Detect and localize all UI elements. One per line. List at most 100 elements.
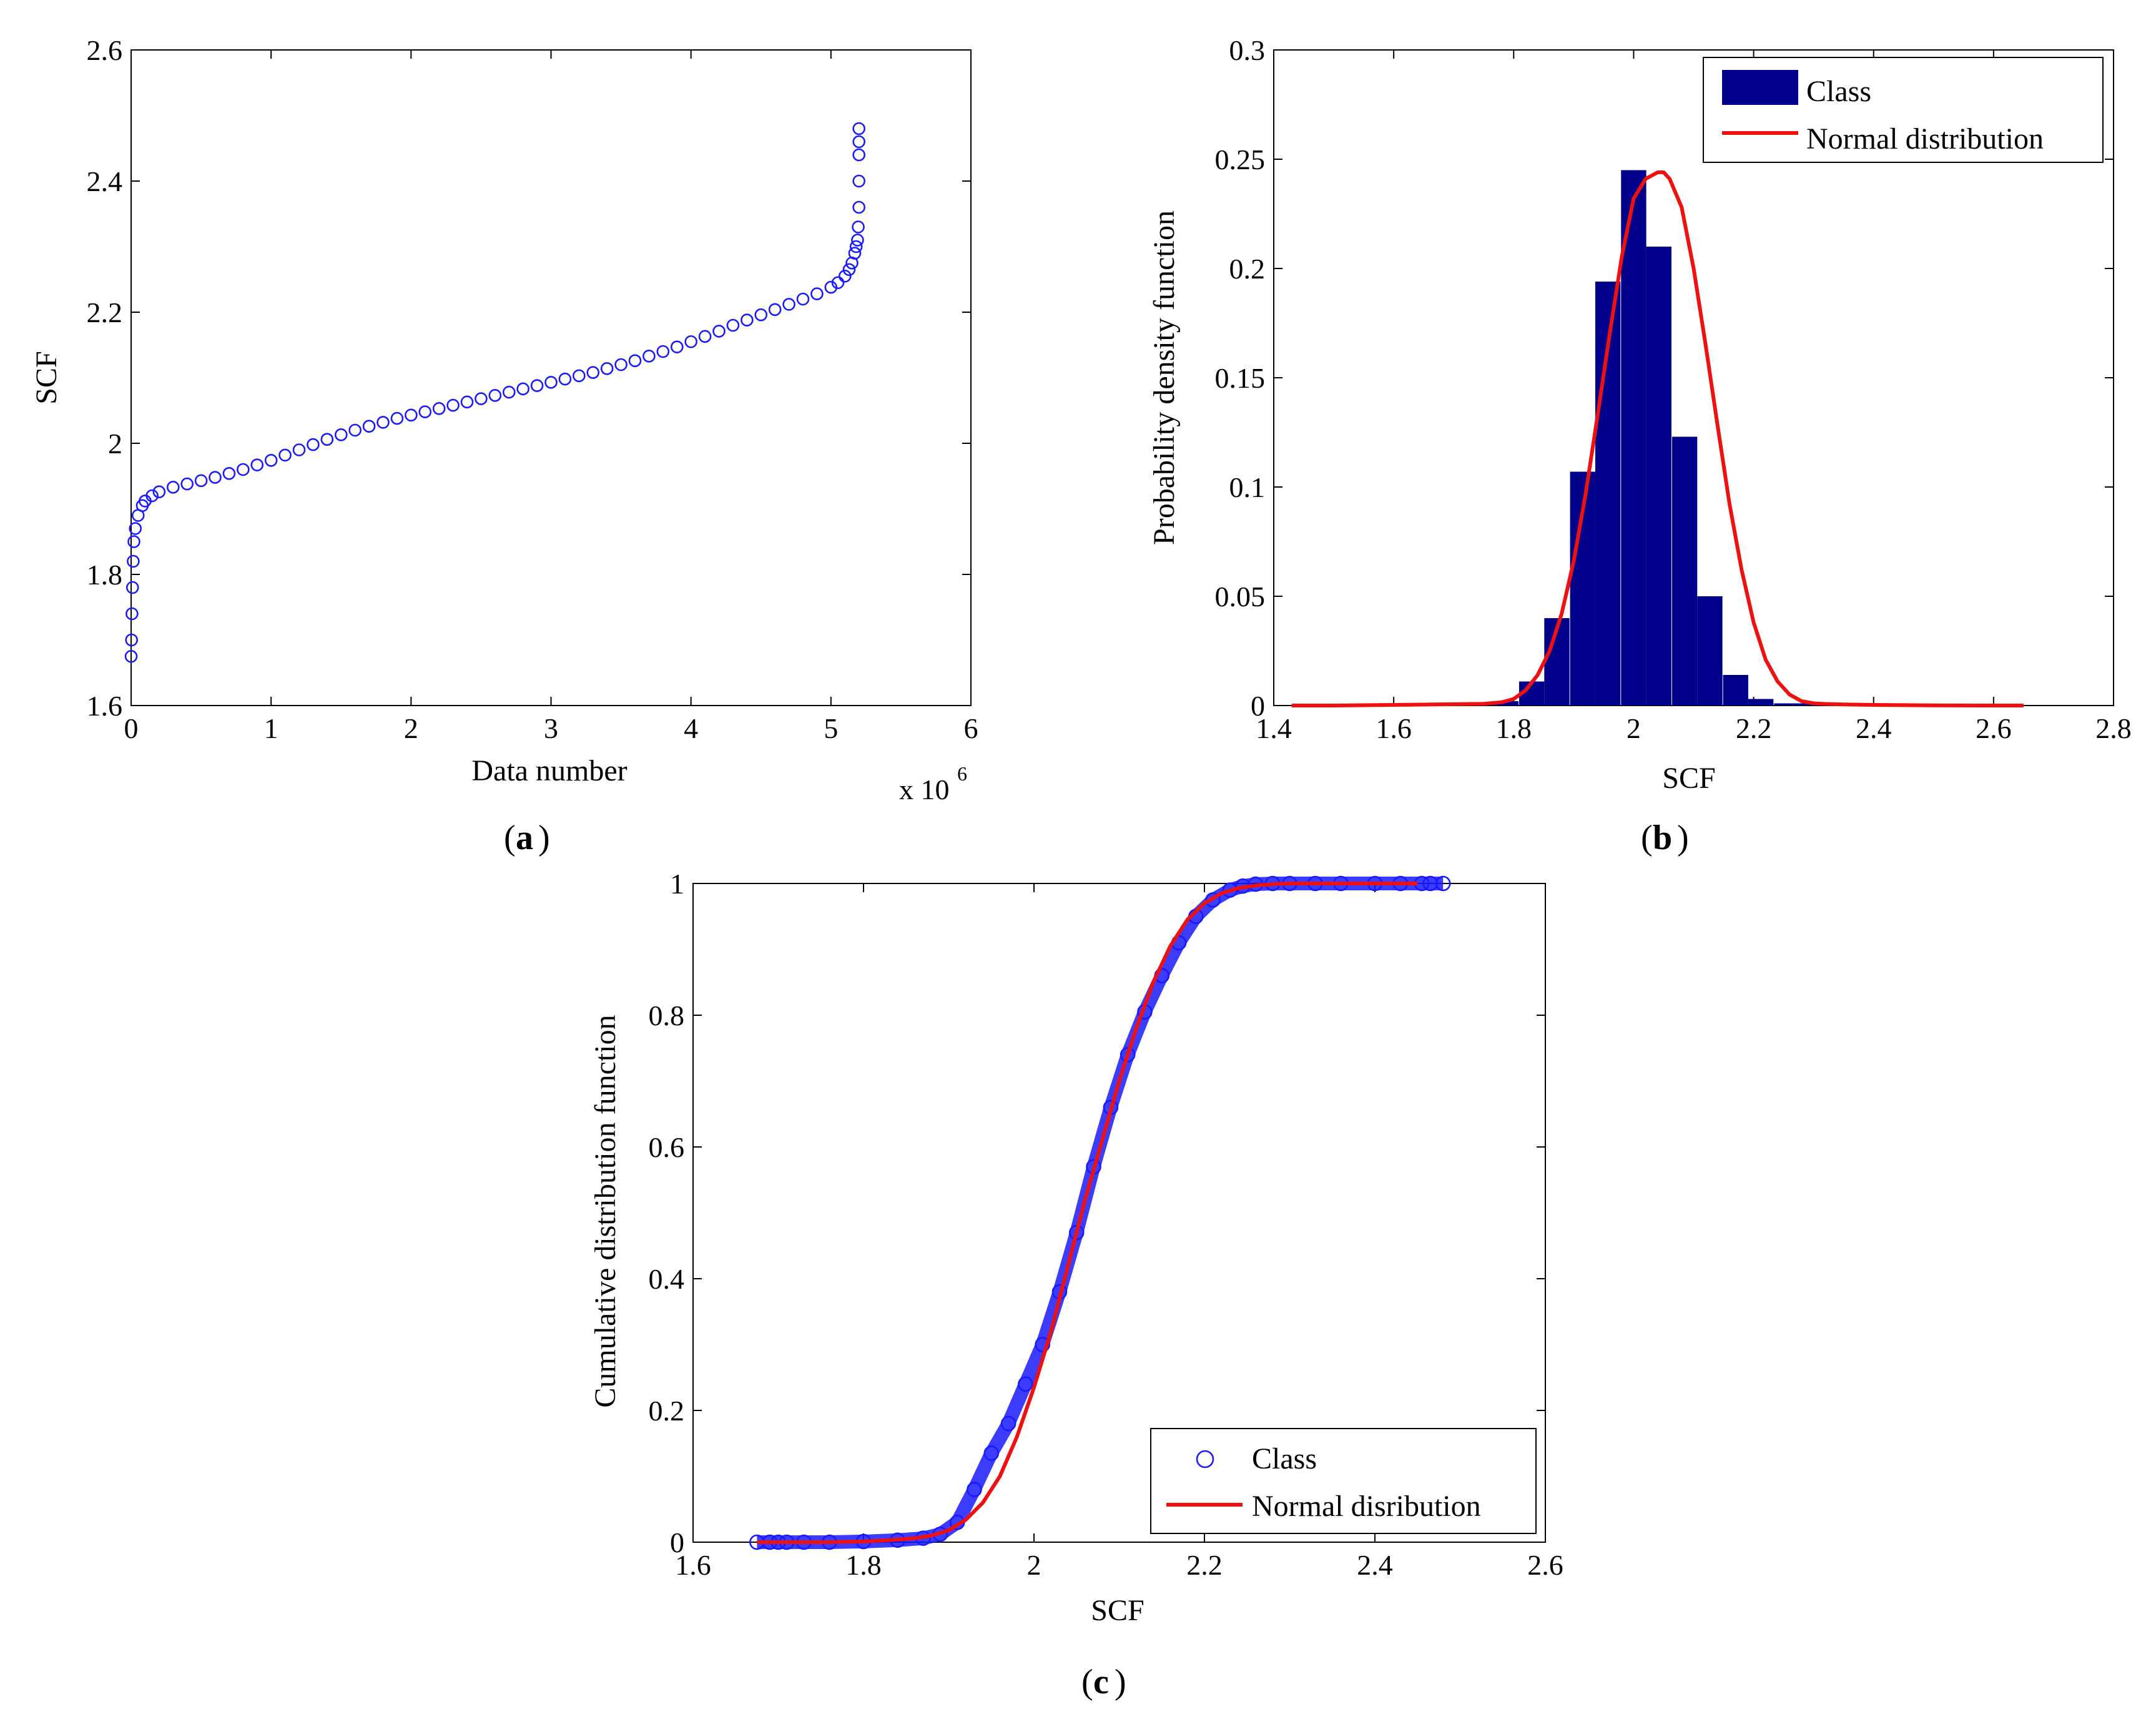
data-point xyxy=(125,633,138,647)
data-point xyxy=(124,649,138,663)
data-point xyxy=(362,420,376,433)
y-tick-label: 2.6 xyxy=(87,34,123,66)
panel-b-caption-close: ) xyxy=(1677,819,1689,857)
data-point xyxy=(129,522,142,535)
x-multiplier: x 10 xyxy=(899,774,950,805)
panel-a-caption-close: ) xyxy=(538,819,550,857)
panel-b-caption-letter: b xyxy=(1653,819,1672,857)
y-axis-label: SCF xyxy=(30,351,63,404)
y-tick-label: 0.3 xyxy=(1229,34,1266,66)
data-point xyxy=(126,607,139,621)
panel-c: 1.6 1.8 2 2.2 2.4 2.6 0 0.2 0.4 0.6 0.8 1 SCF Cumulat… xyxy=(589,868,1563,1627)
histogram-bar xyxy=(1723,675,1748,706)
x-tick-label: 1.8 xyxy=(845,1549,882,1581)
x-tick-label: 2 xyxy=(1027,1549,1041,1581)
legend-marker-swatch xyxy=(1196,1450,1214,1469)
legend-label-class: Class xyxy=(1806,75,1871,108)
y-tick-label: 0.25 xyxy=(1215,144,1266,175)
legend: Class Normal disribution xyxy=(1150,1428,1537,1534)
data-point xyxy=(851,234,864,247)
x-tick-label: 2.8 xyxy=(2095,712,2132,744)
data-point xyxy=(127,554,140,568)
legend: Class Normal distribution xyxy=(1703,57,2104,163)
data-point xyxy=(614,358,628,371)
data-point xyxy=(852,148,865,162)
data-point xyxy=(838,269,852,283)
x-tick-label: 3 xyxy=(544,712,558,744)
data-point xyxy=(126,581,139,594)
panel-c-caption-close: ) xyxy=(1115,1663,1126,1701)
data-point xyxy=(544,376,558,389)
data-point xyxy=(670,340,684,353)
panel-a-caption-letter: a xyxy=(516,819,533,857)
panel-c-caption-open: ( xyxy=(1081,1663,1093,1701)
data-point xyxy=(842,263,856,277)
data-point xyxy=(209,471,222,484)
data-point xyxy=(348,423,362,437)
histogram-bar xyxy=(1774,703,1799,706)
data-point xyxy=(852,135,865,149)
data-point xyxy=(502,385,516,399)
data-point xyxy=(222,466,236,480)
x-tick-label: 1 xyxy=(264,712,278,744)
x-tick-label: 6 xyxy=(964,712,978,744)
data-point xyxy=(377,416,390,429)
y-tick-label: 0.6 xyxy=(649,1131,685,1163)
data-point xyxy=(642,350,656,363)
data-point xyxy=(768,303,782,317)
data-point xyxy=(698,330,712,343)
data-point xyxy=(320,433,334,446)
x-tick-label: 0 xyxy=(124,712,139,744)
data-point xyxy=(824,280,838,294)
histogram-bar xyxy=(1697,596,1723,706)
histogram-bar xyxy=(1621,170,1647,706)
histogram-bar xyxy=(1646,247,1671,706)
y-tick-label: 0.2 xyxy=(1229,253,1266,285)
data-point xyxy=(264,453,278,467)
data-point xyxy=(475,392,488,405)
data-point xyxy=(145,489,159,503)
x-tick-label: 2.4 xyxy=(1856,712,1892,744)
data-point xyxy=(741,313,754,327)
y-tick-label: 2 xyxy=(108,428,122,460)
data-point xyxy=(307,438,320,451)
data-point xyxy=(796,292,810,306)
data-point xyxy=(852,220,865,234)
x-multiplier-exponent: 6 xyxy=(957,762,967,785)
data-point xyxy=(852,174,865,188)
x-tick-label: 2.4 xyxy=(1357,1549,1393,1581)
data-point xyxy=(194,474,208,488)
x-axis-label: Data number xyxy=(471,754,627,787)
y-tick-label: 1 xyxy=(670,868,684,900)
y-tick-label: 0.8 xyxy=(649,1000,685,1031)
x-axis-label: SCF xyxy=(1091,1594,1144,1627)
data-point xyxy=(831,276,845,290)
y-tick-label: 2.2 xyxy=(87,297,123,328)
data-point xyxy=(712,325,726,338)
data-point xyxy=(418,405,432,418)
y-tick-label: 0 xyxy=(670,1527,684,1558)
data-point xyxy=(237,463,250,476)
x-tick-label: 2.6 xyxy=(1976,712,2012,744)
x-tick-label: 2 xyxy=(404,712,418,744)
histogram-bar xyxy=(1748,699,1774,706)
data-point xyxy=(754,308,768,322)
data-point xyxy=(530,379,544,392)
data-point xyxy=(180,477,194,491)
y-axis-label: Probability density function xyxy=(1148,210,1181,545)
y-tick-label: 1.8 xyxy=(87,559,123,591)
histogram-bar xyxy=(1493,701,1519,706)
data-point xyxy=(726,318,740,332)
y-tick-label: 0 xyxy=(1251,690,1265,722)
data-point xyxy=(250,458,264,471)
y-tick-label: 0.05 xyxy=(1215,581,1266,613)
histogram-bar xyxy=(1671,436,1698,706)
plot-frame xyxy=(130,49,972,706)
data-point xyxy=(334,428,348,441)
data-point xyxy=(152,485,166,499)
x-tick-label: 1.4 xyxy=(1256,712,1292,744)
data-point xyxy=(849,240,863,253)
data-point xyxy=(390,411,404,425)
data-point xyxy=(656,345,670,358)
